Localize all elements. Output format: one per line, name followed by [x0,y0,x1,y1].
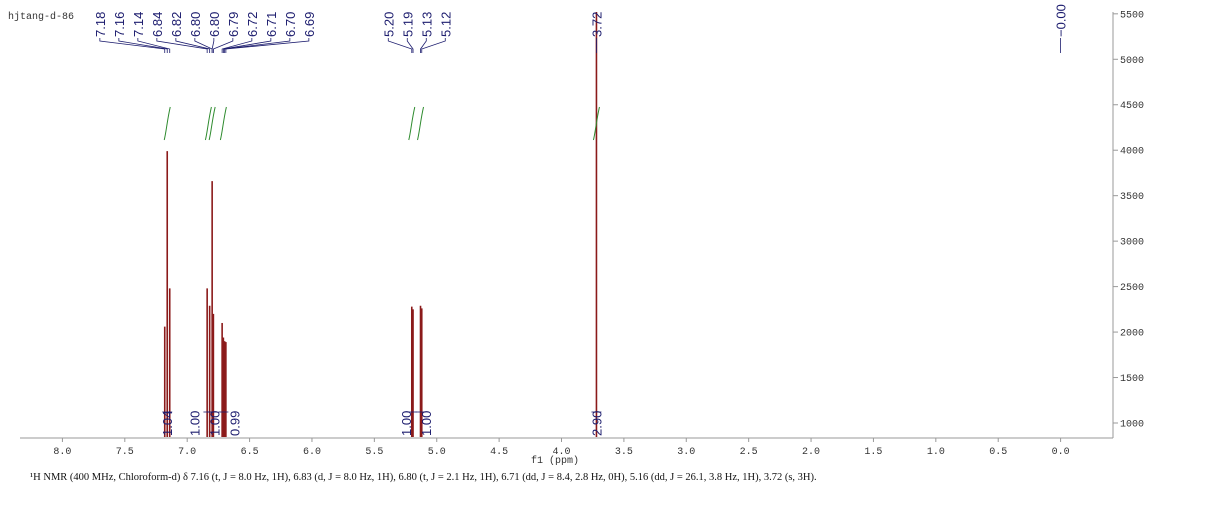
integral-label: 1.00 [419,411,434,436]
peak-connector [118,38,168,53]
peak-connector [225,38,310,53]
x-tick-label: 0.5 [989,447,1007,458]
x-tick-label: 1.5 [864,447,882,458]
peak-label: 7.18 [93,12,108,37]
peak-connector [137,38,171,53]
y-tick-label: 3000 [1120,238,1144,249]
y-tick-label: 5000 [1120,56,1144,67]
x-tick-label: 3.5 [615,447,633,458]
peak-connector [224,38,291,53]
peak-connector [421,38,446,53]
y-tick-label: 4500 [1120,101,1144,112]
peak-connector [420,38,427,53]
x-tick-label: 7.0 [178,447,196,458]
x-tick-label: 6.0 [303,447,321,458]
peak-connector [221,38,253,53]
x-axis-label: f1 (ppm) [531,455,579,467]
peak-label: 6.80 [207,12,222,37]
x-tick-label: 3.0 [677,447,695,458]
x-tick-label: 0.0 [1052,447,1070,458]
peak-label: 5.13 [419,12,434,37]
integral-label: 1.04 [160,411,175,436]
integral-curve [417,106,425,141]
x-tick-label: 5.5 [365,447,383,458]
x-tick-label: 8.0 [53,447,71,458]
y-tick-label: 4000 [1120,147,1144,158]
peak-connector [387,38,413,53]
peak-label: 6.79 [226,12,241,37]
integral-label: 1.00 [188,411,203,436]
peak-connector [175,38,211,53]
x-tick-label: 6.5 [241,447,259,458]
peak-connector [212,38,234,53]
x-tick-label: 2.5 [740,447,758,458]
peak-label: 7.14 [131,12,146,37]
peak-label: 5.20 [381,12,396,37]
peak-label: −0.00 [1054,4,1069,37]
peak-label: 3.72 [589,12,604,37]
integral-curve [408,106,416,141]
peak-label: 5.19 [400,12,415,37]
integral-curve [208,106,216,141]
y-tick-label: 5500 [1120,10,1144,21]
integral-curve [592,106,600,141]
peak-connector [406,38,414,53]
peak-connector [99,38,166,53]
chart-title: hjtang-d-86 [8,11,74,23]
integral-curve [204,106,212,141]
peak-label: 5.12 [438,12,453,37]
peak-label: 6.71 [264,12,279,37]
peak-label: 6.72 [245,12,260,37]
peak-label: 6.82 [169,12,184,37]
peak-connector [222,38,272,53]
peak-label: 7.16 [112,12,127,37]
x-tick-label: 4.5 [490,447,508,458]
integral-curve [163,106,171,141]
integral-label: 0.99 [228,411,243,436]
peak-connector [156,38,208,53]
y-tick-label: 2500 [1120,283,1144,294]
x-tick-label: 7.5 [116,447,134,458]
y-tick-label: 2000 [1120,329,1144,340]
integral-label: 1.00 [208,411,223,436]
x-tick-label: 1.0 [927,447,945,458]
peak-label: 6.69 [302,12,317,37]
peak-label: 6.84 [150,12,165,37]
x-tick-label: 4.0 [553,447,571,458]
x-tick-label: 5.0 [428,447,446,458]
caption: ¹H NMR (400 MHz, Chloroform-d) δ 7.16 (t… [30,472,817,483]
y-tick-label: 1000 [1120,419,1144,430]
x-tick-label: 2.0 [802,447,820,458]
peak-connector [211,38,215,53]
integral-curve [219,106,227,141]
integral-label: 1.00 [399,411,414,436]
integral-label: 2.90 [589,411,604,436]
peak-label: 6.70 [283,12,298,37]
y-tick-label: 3500 [1120,192,1144,203]
peak-label: 6.80 [188,12,203,37]
y-tick-label: 1500 [1120,374,1144,385]
